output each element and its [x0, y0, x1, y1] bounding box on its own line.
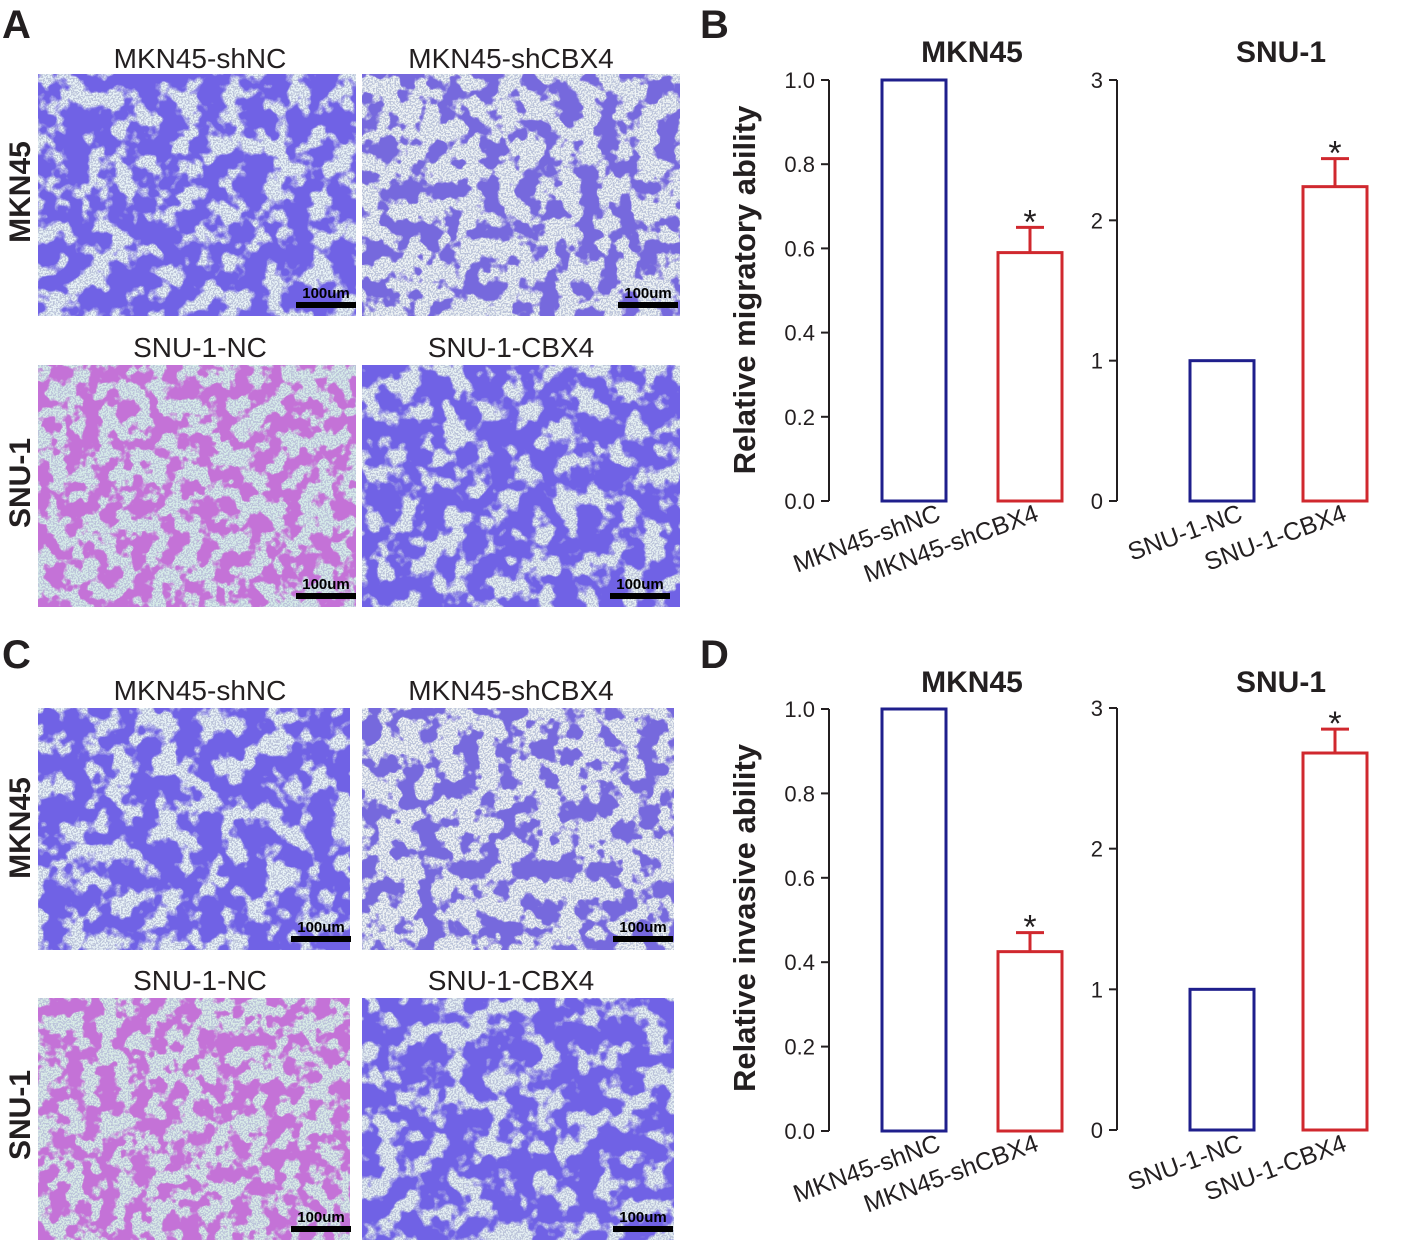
- row-label: MKN45: [4, 141, 37, 243]
- micrograph-title: SNU-1-NC: [133, 332, 267, 363]
- significance-marker: *: [1023, 909, 1036, 947]
- chart-title: SNU-1: [1236, 666, 1326, 699]
- scale-bar: 100um: [618, 285, 678, 308]
- bar: [880, 707, 948, 1133]
- scale-bar-label: 100um: [619, 1209, 667, 1226]
- micrograph-image: [38, 998, 350, 1240]
- scale-bar: 100um: [610, 576, 670, 599]
- y-tick-label: 3: [1091, 696, 1103, 721]
- panel-label-d: D: [700, 633, 729, 677]
- chart-2: MKN450.00.20.40.60.81.0MKN45-shNC*MKN45-…: [784, 666, 1064, 1218]
- micrograph-image: [362, 708, 674, 950]
- micrograph-title: MKN45-shNC: [114, 675, 287, 706]
- y-tick-label: 1.0: [784, 697, 815, 722]
- y-tick-label: 0.2: [784, 405, 815, 430]
- panel-label-c: C: [2, 633, 31, 677]
- micrograph-image: [362, 998, 674, 1240]
- bar: [996, 950, 1064, 1133]
- bar: [880, 78, 948, 503]
- significance-marker: *: [1328, 705, 1341, 743]
- y-tick-label: 0.4: [784, 321, 815, 346]
- scale-bar: 100um: [291, 919, 351, 942]
- micrograph-image: [38, 708, 350, 950]
- chart-title: SNU-1: [1236, 36, 1326, 69]
- y-tick-label: 2: [1091, 837, 1103, 862]
- y-tick-label: 0.6: [784, 866, 815, 891]
- y-tick-label: 0.0: [784, 1119, 815, 1144]
- scale-bar-label: 100um: [619, 919, 667, 936]
- scale-bar-label: 100um: [624, 285, 672, 302]
- y-tick-label: 0.0: [784, 489, 815, 514]
- significance-marker: *: [1023, 203, 1036, 241]
- bar: [1188, 987, 1256, 1132]
- y-axis-label: Relative invasive ability: [727, 743, 762, 1092]
- scale-bar: 100um: [296, 285, 356, 308]
- y-tick-label: 2: [1091, 208, 1103, 233]
- y-tick-label: 1: [1091, 349, 1103, 374]
- bar: [1188, 359, 1256, 503]
- row-label: MKN45: [4, 777, 37, 879]
- chart-title: MKN45: [921, 36, 1023, 69]
- scale-bar: 100um: [291, 1209, 351, 1232]
- y-tick-label: 1: [1091, 977, 1103, 1002]
- y-tick-label: 0.4: [784, 950, 815, 975]
- micrograph-title: SNU-1-CBX4: [428, 965, 594, 996]
- scale-bar-label: 100um: [302, 576, 350, 593]
- micrograph-image: [362, 74, 680, 316]
- bar: [1301, 751, 1369, 1132]
- row-label: SNU-1: [4, 1070, 37, 1160]
- bar-charts: MKN450.00.20.40.60.81.0MKN45-shNC*MKN45-…: [784, 36, 1369, 1218]
- panel-label-b: B: [700, 3, 729, 47]
- scale-bar-label: 100um: [297, 1209, 345, 1226]
- row-label: SNU-1: [4, 438, 37, 528]
- scale-bar: 100um: [613, 919, 673, 942]
- bar: [996, 251, 1064, 503]
- micrograph-title: SNU-1-NC: [133, 965, 267, 996]
- bar: [1301, 185, 1369, 503]
- chart-0: MKN450.00.20.40.60.81.0MKN45-shNC*MKN45-…: [784, 36, 1064, 588]
- y-tick-label: 0: [1091, 489, 1103, 514]
- micrograph-image: [38, 74, 356, 316]
- y-tick-label: 3: [1091, 68, 1103, 93]
- y-tick-label: 0.2: [784, 1035, 815, 1060]
- scale-bar: 100um: [296, 576, 356, 599]
- chart-title: MKN45: [921, 666, 1023, 699]
- y-tick-label: 0.8: [784, 152, 815, 177]
- micrograph-title: SNU-1-CBX4: [428, 332, 594, 363]
- scale-bar: 100um: [613, 1209, 673, 1232]
- micrograph-title: MKN45-shCBX4: [408, 43, 613, 74]
- scale-bar-label: 100um: [302, 285, 350, 302]
- micrograph-title: MKN45-shCBX4: [408, 675, 613, 706]
- panel-label-a: A: [2, 3, 31, 47]
- scale-bar-label: 100um: [297, 919, 345, 936]
- micrograph-title: MKN45-shNC: [114, 43, 287, 74]
- y-axis-label: Relative migratory ability: [727, 105, 762, 474]
- y-tick-label: 0: [1091, 1118, 1103, 1143]
- y-tick-label: 1.0: [784, 68, 815, 93]
- y-tick-label: 0.8: [784, 781, 815, 806]
- micrograph-image: [362, 365, 680, 607]
- scale-bar-label: 100um: [616, 576, 664, 593]
- micrograph-image: [38, 365, 356, 607]
- significance-marker: *: [1328, 135, 1341, 173]
- y-tick-label: 0.6: [784, 236, 815, 261]
